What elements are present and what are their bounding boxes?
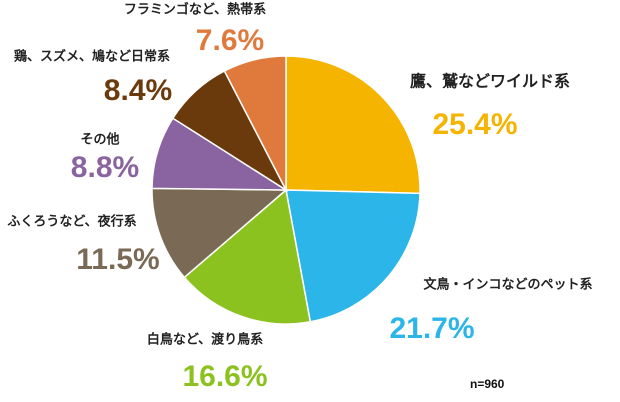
slice-label: その他 [80, 132, 119, 148]
value-label: 25.4% [432, 108, 517, 141]
pie-slice [223, 55, 287, 191]
value-label: 7.6% [196, 24, 264, 57]
slice-label: ふくろうなど、夜行系 [7, 214, 136, 230]
slice-label: 文鳥・インコなどのペット系 [423, 277, 592, 293]
sample-size-note: n=960 [470, 377, 505, 391]
pie-slice [183, 188, 312, 325]
slice-label: 白鳥など、渡り鳥系 [147, 332, 263, 348]
slice-label: 鶏、スズメ、鳩など日常系 [14, 49, 170, 65]
slice-label: 鷹、鷲などワイルド系 [410, 72, 570, 91]
value-label: 21.7% [389, 312, 474, 345]
pie-slice [285, 55, 421, 195]
pie-slice [285, 189, 421, 323]
value-label: 8.8% [71, 151, 139, 184]
value-label: 11.5% [76, 243, 159, 276]
slice-label: フラミンゴなど、熱帯系 [124, 2, 266, 18]
value-label: 8.4% [104, 74, 172, 107]
pie-slice [151, 187, 288, 279]
value-label: 16.6% [182, 360, 267, 393]
